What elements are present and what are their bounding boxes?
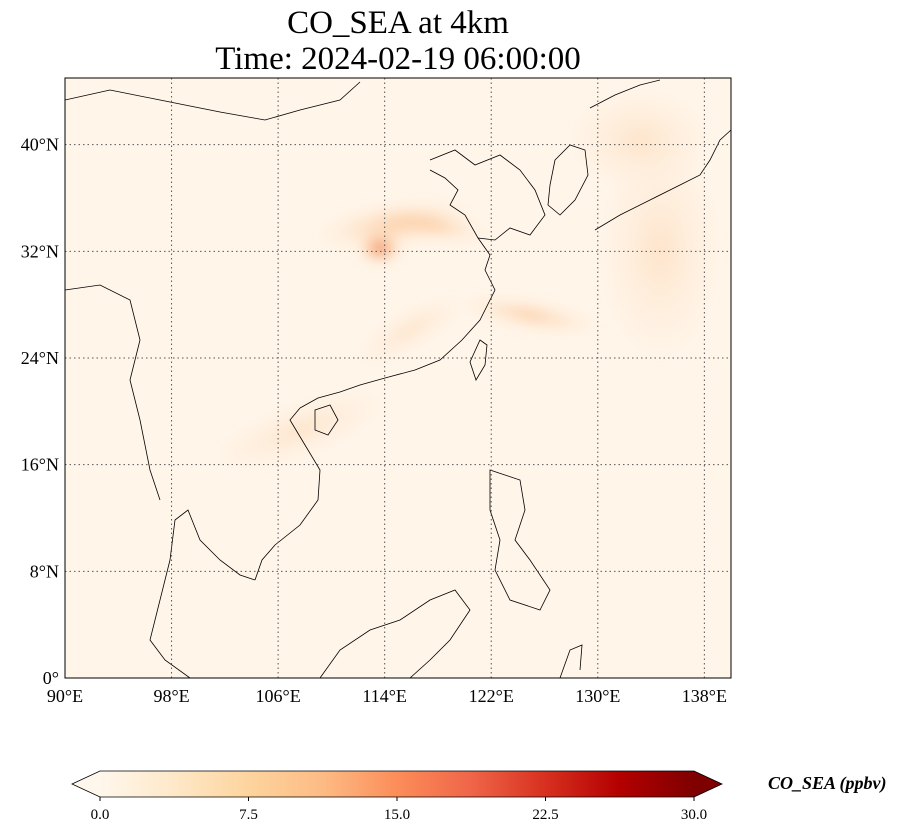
vietnam-coast bbox=[254, 407, 321, 581]
hotspot-max bbox=[358, 232, 402, 264]
colorbar-label: CO_SEA (ppbv) bbox=[768, 773, 887, 794]
colorbar-ticks: 0.0 7.5 15.0 22.5 30.0 bbox=[91, 797, 707, 823]
plume-east-china-sea bbox=[461, 296, 599, 334]
lat-tick-label: 24°N bbox=[21, 348, 59, 368]
lon-tick-label: 90°E bbox=[47, 686, 83, 706]
myanmar-border bbox=[65, 284, 161, 501]
lon-tick-label: 138°E bbox=[682, 686, 727, 706]
indonesia-east-coast bbox=[559, 644, 583, 678]
colorbar-tick-label: 7.5 bbox=[239, 807, 258, 823]
malay-peninsula bbox=[149, 509, 256, 678]
concentration-field bbox=[214, 90, 720, 469]
latitude-tick-labels: 0° 8°N 16°N 24°N 32°N 40°N bbox=[21, 135, 59, 688]
lon-tick-label: 98°E bbox=[153, 686, 189, 706]
colorbar-extend-min bbox=[72, 771, 100, 797]
korea-coast bbox=[547, 144, 589, 216]
lat-tick-label: 8°N bbox=[30, 561, 59, 581]
coastlines bbox=[65, 79, 731, 678]
colorbar-tick-label: 0.0 bbox=[91, 807, 110, 823]
hainan-coast bbox=[314, 404, 339, 436]
philippines-coast bbox=[489, 469, 551, 611]
colorbar-extend-max bbox=[694, 771, 722, 797]
colorbar-tick-label: 22.5 bbox=[532, 807, 558, 823]
map-panel bbox=[65, 78, 731, 678]
plot-subtitle-time: Time: 2024-02-19 06:00:00 bbox=[215, 41, 581, 77]
map-frame bbox=[64, 77, 732, 679]
lon-tick-label: 130°E bbox=[575, 686, 620, 706]
lat-tick-label: 40°N bbox=[21, 135, 59, 155]
borneo-coast bbox=[319, 589, 471, 678]
lon-tick-label: 122°E bbox=[469, 686, 514, 706]
colorbar-tick-label: 15.0 bbox=[384, 807, 410, 823]
lon-tick-label: 106°E bbox=[256, 686, 301, 706]
plume-south-china bbox=[357, 296, 463, 364]
plume-japan bbox=[570, 90, 710, 190]
colorbar-tick-label: 30.0 bbox=[681, 807, 707, 823]
colorbar-gradient bbox=[100, 771, 694, 797]
plume-pacific bbox=[600, 140, 720, 360]
plume-indochina bbox=[214, 391, 386, 469]
plume-east-streak bbox=[370, 207, 490, 243]
japan-coast bbox=[594, 129, 731, 231]
lon-tick-label: 114°E bbox=[362, 686, 407, 706]
lat-tick-label: 0° bbox=[43, 668, 59, 688]
northern-border bbox=[65, 81, 361, 121]
northeast-coast bbox=[589, 79, 661, 109]
plot-title: CO_SEA at 4km bbox=[287, 5, 509, 41]
gridlines bbox=[65, 78, 731, 678]
taiwan-coast bbox=[469, 339, 488, 381]
longitude-tick-labels: 90°E 98°E 106°E 114°E 122°E 130°E 138°E bbox=[47, 686, 727, 706]
bohai-coast bbox=[429, 149, 546, 241]
colorbar: 0.0 7.5 15.0 22.5 30.0 CO_SEA (ppbv) bbox=[71, 770, 887, 823]
lat-tick-label: 32°N bbox=[21, 241, 59, 261]
china-east-coast bbox=[299, 237, 496, 409]
lat-tick-label: 16°N bbox=[21, 455, 59, 475]
